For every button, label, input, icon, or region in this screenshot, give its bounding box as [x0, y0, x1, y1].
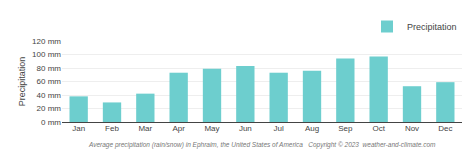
svg-text:Precipitation: Precipitation	[17, 57, 27, 107]
svg-text:Nov: Nov	[405, 124, 419, 133]
svg-text:120 mm: 120 mm	[32, 37, 61, 46]
svg-text:40 mm: 40 mm	[37, 91, 62, 100]
svg-text:May: May	[204, 124, 219, 133]
svg-text:Jul: Jul	[274, 124, 284, 133]
svg-text:Jan: Jan	[72, 124, 85, 133]
svg-text:Precipitation: Precipitation	[407, 22, 457, 32]
svg-text:Average precipitation (rain/sn: Average precipitation (rain/snow) in Eph…	[88, 141, 436, 149]
svg-text:0 mm: 0 mm	[41, 118, 61, 127]
svg-text:Feb: Feb	[105, 124, 119, 133]
svg-text:Aug: Aug	[305, 124, 319, 133]
svg-text:60 mm: 60 mm	[37, 77, 62, 86]
svg-text:80 mm: 80 mm	[37, 64, 62, 73]
svg-text:Oct: Oct	[372, 124, 385, 133]
svg-text:Jun: Jun	[239, 124, 252, 133]
svg-text:Apr: Apr	[172, 124, 185, 133]
svg-text:Mar: Mar	[138, 124, 152, 133]
svg-text:20 mm: 20 mm	[37, 104, 62, 113]
svg-text:Sep: Sep	[338, 124, 353, 133]
svg-text:100 mm: 100 mm	[32, 50, 61, 59]
svg-text:Dec: Dec	[438, 124, 452, 133]
